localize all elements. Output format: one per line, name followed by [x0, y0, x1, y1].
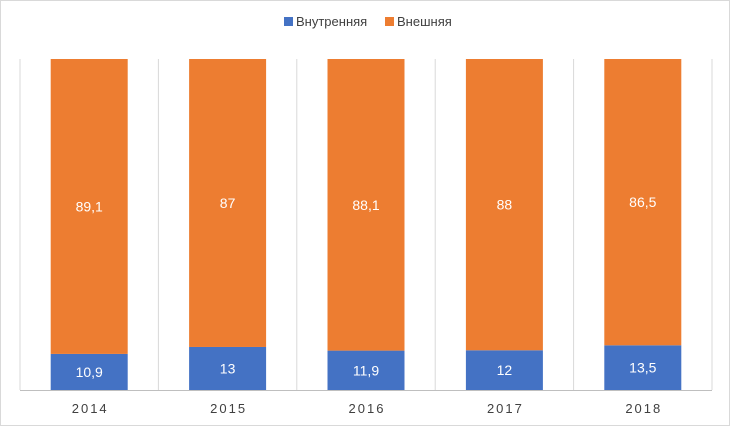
bar-external-2015 [189, 59, 267, 347]
legend-swatch [284, 17, 293, 26]
data-labels: 10,9 89,1 13 87 11,9 88,1 12 88 13,5 86,5 [76, 194, 657, 380]
bar-external-2018 [604, 59, 682, 346]
x-tick-label: 2015 [210, 401, 247, 416]
bar-internal-2017 [465, 350, 543, 390]
data-label: 87 [220, 195, 236, 211]
data-label: 12 [497, 362, 513, 378]
gridlines [19, 59, 713, 390]
data-label: 11,9 [353, 362, 379, 378]
bar-external-2014 [50, 59, 128, 354]
data-label: 86,5 [629, 194, 656, 210]
bar-internal-2016 [327, 350, 405, 390]
x-tick-label: 2016 [349, 401, 386, 416]
bar-internal-2015 [189, 346, 267, 390]
data-label: 88,1 [352, 197, 379, 213]
x-axis: 2014 2015 2016 2017 2018 [20, 390, 712, 416]
data-label: 13 [220, 360, 236, 376]
data-label: 10,9 [76, 364, 103, 380]
legend-swatch [385, 17, 394, 26]
x-tick-label: 2014 [72, 401, 109, 416]
bar-external-2017 [465, 59, 543, 351]
legend-label: Внутренняя [296, 14, 367, 29]
legend: Внутренняя Внешняя [284, 14, 452, 29]
bar-internal-2018 [604, 345, 682, 390]
bar-internal-2014 [50, 353, 128, 390]
bar-external-2016 [327, 59, 405, 351]
data-label: 88 [497, 197, 513, 213]
bars [50, 59, 682, 390]
data-label: 89,1 [76, 198, 103, 214]
data-label: 13,5 [629, 360, 656, 376]
x-tick-label: 2018 [625, 401, 662, 416]
legend-label: Внешняя [397, 14, 452, 29]
x-tick-label: 2017 [487, 401, 524, 416]
